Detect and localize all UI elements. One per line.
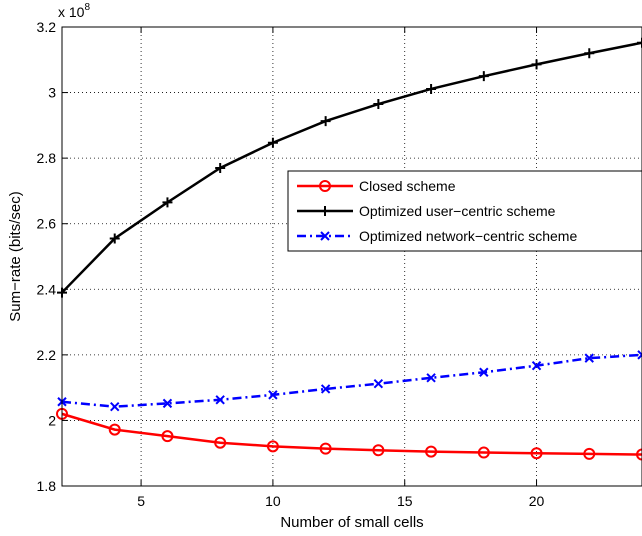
data-point bbox=[319, 180, 331, 192]
data-point bbox=[637, 350, 642, 360]
x-tick-label: 15 bbox=[397, 493, 413, 509]
data-point bbox=[531, 360, 542, 371]
series-line bbox=[61, 412, 642, 456]
data-point bbox=[108, 423, 121, 436]
y-tick-label: 3 bbox=[48, 85, 56, 101]
series-1 bbox=[57, 37, 642, 298]
data-point bbox=[531, 59, 542, 70]
data-point bbox=[637, 37, 642, 48]
plot-area-frame bbox=[61, 26, 642, 487]
legend: Closed scheme Optimized user−centric sche… bbox=[287, 170, 642, 252]
data-point bbox=[320, 384, 331, 394]
data-point bbox=[214, 436, 227, 449]
data-point bbox=[530, 447, 543, 460]
y-axis-exponent: x 108 bbox=[58, 2, 90, 20]
y-tick-label: 2.4 bbox=[37, 281, 57, 297]
y-axis-exponent-power: 8 bbox=[84, 2, 90, 13]
data-point bbox=[215, 395, 225, 405]
x-tick-label: 20 bbox=[529, 493, 545, 509]
x-tick-label: 10 bbox=[265, 493, 281, 509]
data-point bbox=[162, 197, 173, 208]
data-point bbox=[426, 373, 436, 383]
y-tick-label: 2.6 bbox=[37, 216, 57, 232]
data-point bbox=[373, 99, 384, 110]
series-0 bbox=[56, 407, 642, 461]
data-point bbox=[320, 116, 331, 127]
data-point bbox=[268, 390, 278, 400]
y-tick-label: 1.8 bbox=[37, 478, 57, 494]
data-point bbox=[584, 353, 594, 363]
data-point bbox=[479, 367, 489, 377]
data-point bbox=[109, 233, 120, 244]
y-axis-label: Sum−rate (bits/sec) bbox=[7, 191, 24, 321]
data-point bbox=[372, 444, 385, 457]
series-line bbox=[61, 41, 642, 294]
legend-label: Optimized user−centric scheme bbox=[359, 203, 556, 219]
x-axis-label: Number of small cells bbox=[280, 514, 423, 531]
legend-label: Closed scheme bbox=[359, 178, 456, 194]
y-axis-exponent-base: x 10 bbox=[58, 4, 85, 20]
data-point bbox=[584, 48, 595, 59]
data-point bbox=[110, 401, 120, 412]
x-tick-label: 5 bbox=[137, 493, 145, 509]
data-point bbox=[162, 398, 173, 409]
data-point bbox=[161, 430, 174, 443]
data-point bbox=[636, 448, 642, 461]
legend-label: Optimized network−centric scheme bbox=[359, 228, 577, 244]
legend-item: Optimized user−centric scheme bbox=[297, 203, 556, 219]
axes bbox=[61, 26, 642, 487]
legend-item: Closed scheme bbox=[297, 178, 456, 194]
data-point bbox=[319, 442, 332, 455]
y-tick-label: 2.2 bbox=[37, 347, 57, 363]
data-point bbox=[320, 231, 330, 241]
data-point bbox=[425, 445, 438, 458]
data-point bbox=[478, 71, 489, 82]
grid bbox=[62, 27, 642, 486]
y-tick-label: 2 bbox=[48, 412, 56, 428]
data-point bbox=[320, 206, 330, 216]
legend-item: Optimized network−centric scheme bbox=[297, 228, 577, 244]
data-point bbox=[373, 379, 384, 389]
data-point bbox=[266, 440, 279, 453]
data-point bbox=[426, 83, 437, 94]
data-point bbox=[583, 447, 596, 460]
series-line bbox=[61, 353, 642, 408]
y-tick-label: 3.2 bbox=[37, 19, 57, 35]
y-tick-label: 2.8 bbox=[37, 150, 57, 166]
data-point bbox=[477, 446, 490, 459]
data-point bbox=[267, 137, 278, 148]
data-point bbox=[215, 162, 226, 173]
series-2 bbox=[57, 350, 642, 412]
ticks: 5 10 15 20 1.8 2 2.2 2.4 2.6 2.8 3 3.2 bbox=[37, 19, 545, 509]
